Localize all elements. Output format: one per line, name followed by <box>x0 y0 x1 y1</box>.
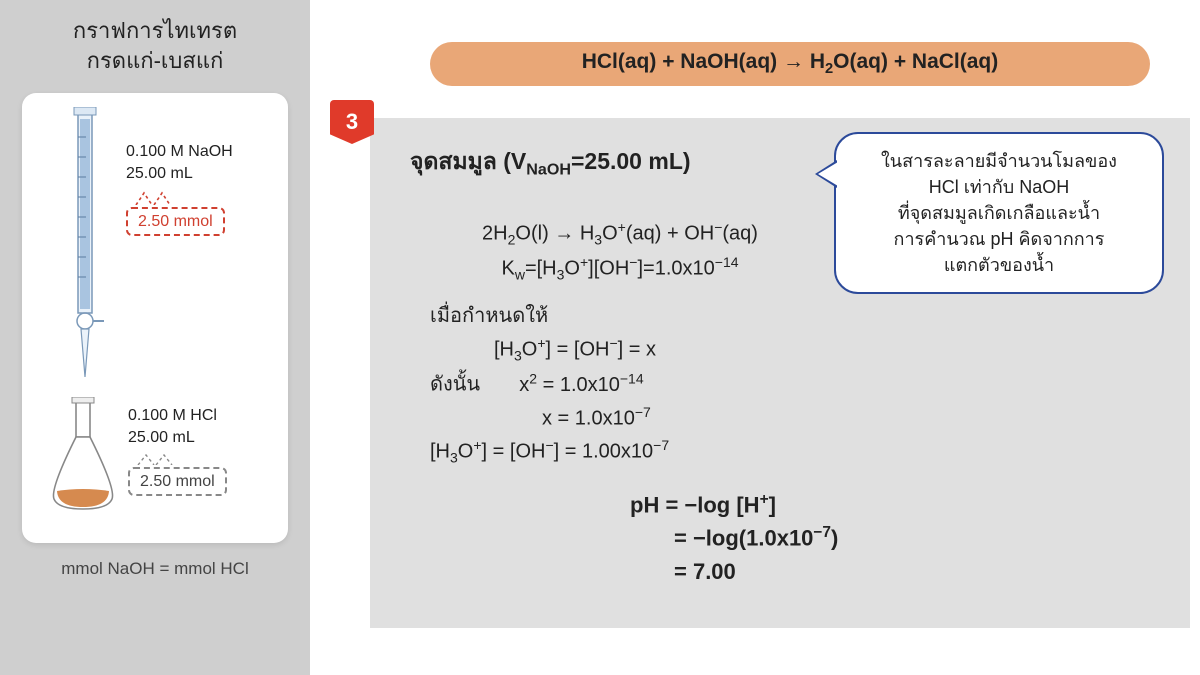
naoh-vol: 25.00 mL <box>126 163 233 185</box>
sidebar-title-line2: กรดแก่-เบสแก่ <box>87 48 224 73</box>
speech-bubble: ในสารละลายมีจำนวนโมลของ HCl เท่ากับ NaOH… <box>834 132 1164 294</box>
equation-banner: HCl(aq) + NaOH(aq) → H2O(aq) + NaCl(aq) <box>430 42 1150 86</box>
step-badge: 3 <box>330 100 374 144</box>
calc-x: x = 1.0x10−7 <box>430 401 810 435</box>
calc-therefore: ดังนั้น <box>430 374 480 396</box>
speech-line2: HCl เท่ากับ NaOH <box>850 174 1148 200</box>
calc-let-label: เมื่อกำหนดให้ <box>430 300 810 332</box>
calc-let-expr: [H3O+] = [OH−] = x <box>430 332 810 367</box>
hcl-vol: 25.00 mL <box>128 427 227 449</box>
ph-line2: = −log(1.0x10−7) <box>630 521 838 554</box>
ph-line3: = 7.00 <box>630 555 838 588</box>
hcl-mmol: 2.50 mmol <box>128 467 227 497</box>
speech-line4: การคำนวณ pH คิดจากการ <box>850 226 1148 252</box>
calc-eq1: 2H2O(l) → H3O+(aq) + OH−(aq) <box>430 216 810 251</box>
burette-area: 0.100 M NaOH 25.00 mL 2.50 mmol <box>36 107 274 387</box>
ph-line1: pH = −log [H+] <box>630 488 838 521</box>
flask-labels: 0.100 M HCl 25.00 mL 2.50 mmol <box>128 405 227 496</box>
equation-text: HCl(aq) + NaOH(aq) → H2O(aq) + NaCl(aq) <box>582 50 999 77</box>
speech-line3: ที่จุดสมมูลเกิดเกลือและน้ำ <box>850 200 1148 226</box>
sidebar-title-line1: กราฟการไทเทรต <box>73 18 237 43</box>
calc-x2: x2 = 1.0x10−14 <box>519 374 643 396</box>
burette-labels: 0.100 M NaOH 25.00 mL 2.50 mmol <box>126 141 233 236</box>
naoh-conc: 0.100 M NaOH <box>126 141 233 163</box>
flask-area: 0.100 M HCl 25.00 mL 2.50 mmol <box>36 397 274 527</box>
ph-block: pH = −log [H+] = −log(1.0x10−7) = 7.00 <box>630 488 838 588</box>
sidebar: กราฟการไทเทรต กรดแก่-เบสแก่ 0.100 M NaO <box>0 0 310 675</box>
calc-panel: 3 จุดสมมูล (VNaOH=25.00 mL) ในสารละลายมี… <box>370 118 1190 628</box>
burette-icon <box>50 107 120 387</box>
calc-eq2: Kw=[H3O+][OH−]=1.0x10−14 <box>430 251 810 286</box>
naoh-mmol: 2.50 mmol <box>126 207 225 237</box>
calc-conc: [H3O+] = [OH−] = 1.00x10−7 <box>430 434 810 469</box>
bubble-tail-icon <box>126 191 176 205</box>
speech-line5: แตกตัวของน้ำ <box>850 252 1148 278</box>
sidebar-footer: mmol NaOH = mmol HCl <box>0 559 310 579</box>
hcl-conc: 0.100 M HCl <box>128 405 227 427</box>
main-area: HCl(aq) + NaOH(aq) → H2O(aq) + NaCl(aq) … <box>310 0 1200 675</box>
calc-block: 2H2O(l) → H3O+(aq) + OH−(aq) Kw=[H3O+][O… <box>430 216 810 470</box>
sidebar-title: กราฟการไทเทรต กรดแก่-เบสแก่ <box>0 0 310 83</box>
bubble-tail-icon <box>128 453 178 465</box>
apparatus-card: 0.100 M NaOH 25.00 mL 2.50 mmol 0.100 M … <box>22 93 288 543</box>
panel-title: จุดสมมูล (VNaOH=25.00 mL) <box>410 144 691 180</box>
speech-line1: ในสารละลายมีจำนวนโมลของ <box>850 148 1148 174</box>
flask-icon <box>40 397 126 517</box>
